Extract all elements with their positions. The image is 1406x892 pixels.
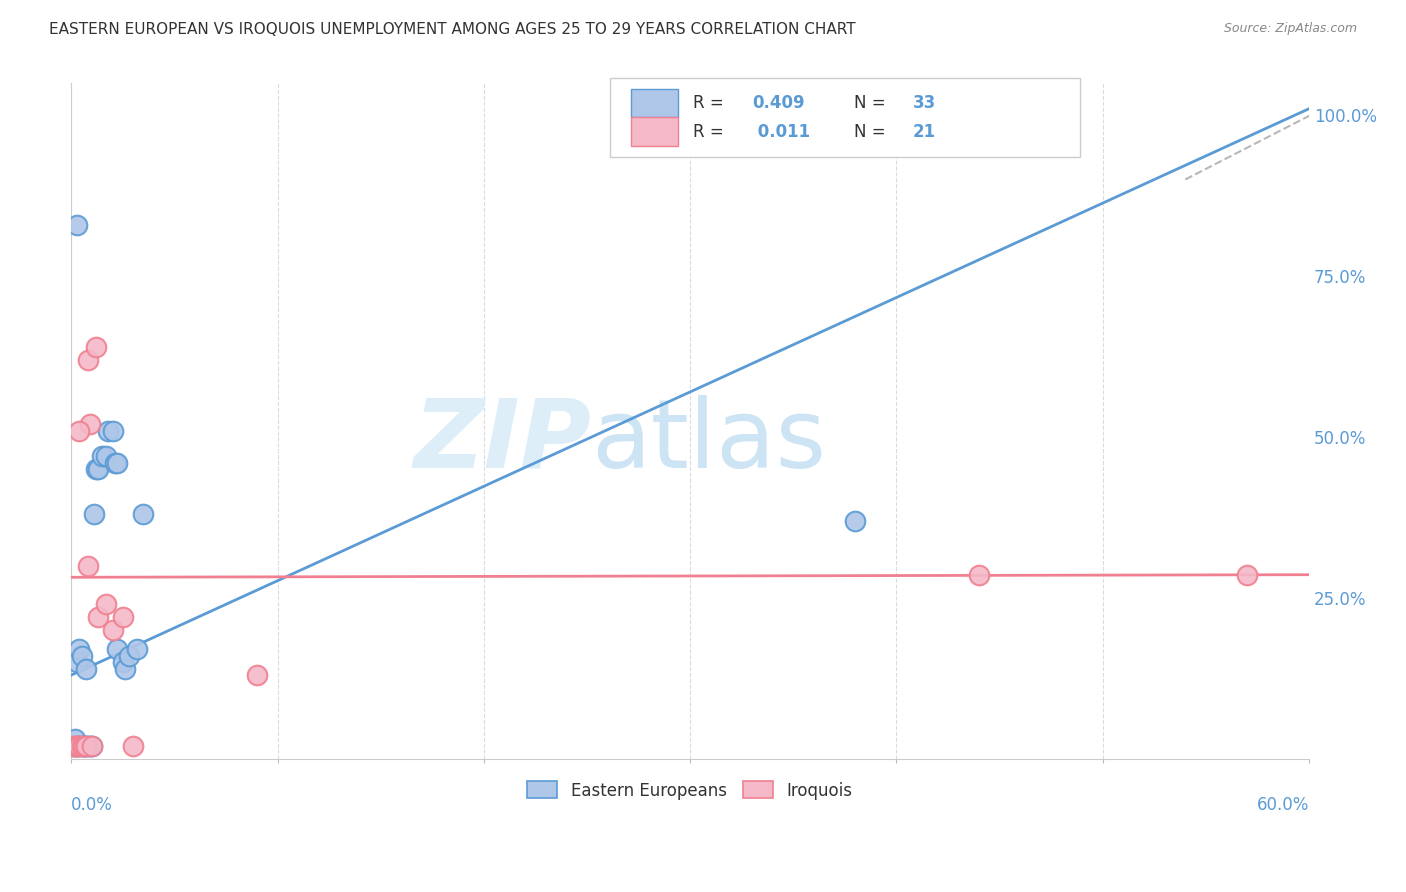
Point: [66, 739, 89, 753]
Point: [103, 456, 125, 470]
Point: [111, 610, 134, 624]
Point: [114, 662, 136, 676]
Point: [122, 739, 145, 753]
Point: [84, 462, 107, 476]
Point: [80, 739, 103, 753]
Point: [62, 739, 84, 753]
Point: [66, 218, 89, 232]
Text: 0.011: 0.011: [752, 122, 810, 141]
Point: [65, 739, 87, 753]
Point: [79, 739, 101, 753]
Point: [105, 642, 128, 657]
Point: [75, 739, 97, 753]
Text: atlas: atlas: [591, 394, 827, 488]
Point: [84, 340, 107, 354]
Point: [844, 514, 866, 528]
Point: [69, 424, 91, 438]
Point: [1236, 568, 1258, 582]
Point: [105, 456, 128, 470]
Text: 0.409: 0.409: [752, 95, 804, 112]
Point: [66, 655, 89, 669]
Point: [70, 648, 93, 663]
Point: [72, 739, 94, 753]
Point: [80, 739, 103, 753]
Point: [65, 732, 87, 747]
Point: [69, 642, 91, 657]
Bar: [631, 118, 678, 145]
Text: 33: 33: [912, 95, 936, 112]
Text: N =: N =: [853, 95, 890, 112]
Point: [127, 642, 149, 657]
Point: [70, 739, 93, 753]
Point: [72, 739, 94, 753]
Point: [75, 662, 97, 676]
Point: [66, 739, 89, 753]
Point: [96, 597, 118, 611]
Point: [132, 507, 155, 521]
Legend: Eastern Europeans, Iroquois: Eastern Europeans, Iroquois: [519, 773, 860, 808]
Text: R =: R =: [693, 95, 728, 112]
Point: [76, 352, 98, 367]
Point: [79, 417, 101, 431]
Text: EASTERN EUROPEAN VS IROQUOIS UNEMPLOYMENT AMONG AGES 25 TO 29 YEARS CORRELATION : EASTERN EUROPEAN VS IROQUOIS UNEMPLOYMEN…: [49, 22, 856, 37]
Point: [70, 739, 93, 753]
Point: [75, 739, 97, 753]
Point: [69, 739, 91, 753]
Point: [111, 655, 134, 669]
Text: 0.0%: 0.0%: [72, 796, 112, 814]
Point: [246, 668, 269, 682]
Point: [96, 450, 118, 464]
Point: [87, 610, 110, 624]
Bar: [631, 89, 678, 118]
Point: [62, 739, 84, 753]
Text: ZIP: ZIP: [413, 394, 591, 488]
Point: [72, 739, 94, 753]
Text: 60.0%: 60.0%: [1257, 796, 1309, 814]
Point: [76, 558, 98, 573]
Text: R =: R =: [693, 122, 728, 141]
Text: N =: N =: [853, 122, 890, 141]
Point: [97, 424, 120, 438]
Point: [118, 648, 141, 663]
Point: [65, 739, 87, 753]
Point: [91, 450, 114, 464]
Point: [967, 568, 990, 582]
Text: 21: 21: [912, 122, 936, 141]
Point: [101, 424, 124, 438]
Text: Source: ZipAtlas.com: Source: ZipAtlas.com: [1223, 22, 1357, 36]
Point: [87, 462, 110, 476]
Point: [83, 507, 105, 521]
Point: [69, 739, 91, 753]
Point: [76, 739, 98, 753]
Point: [101, 623, 124, 637]
FancyBboxPatch shape: [610, 78, 1080, 157]
